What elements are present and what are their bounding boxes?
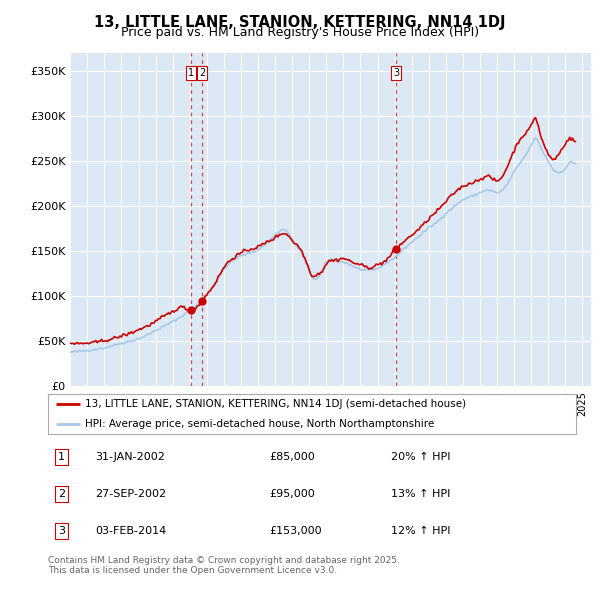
Text: 1: 1 bbox=[188, 68, 194, 78]
Text: 1: 1 bbox=[58, 453, 65, 463]
Text: £95,000: £95,000 bbox=[270, 489, 316, 499]
Text: HPI: Average price, semi-detached house, North Northamptonshire: HPI: Average price, semi-detached house,… bbox=[85, 419, 434, 428]
Text: 2: 2 bbox=[199, 68, 205, 78]
Text: 13, LITTLE LANE, STANION, KETTERING, NN14 1DJ (semi-detached house): 13, LITTLE LANE, STANION, KETTERING, NN1… bbox=[85, 399, 466, 408]
Text: 03-FEB-2014: 03-FEB-2014 bbox=[95, 526, 167, 536]
Text: 3: 3 bbox=[58, 526, 65, 536]
Text: 27-SEP-2002: 27-SEP-2002 bbox=[95, 489, 167, 499]
Text: 3: 3 bbox=[393, 68, 399, 78]
Text: £85,000: £85,000 bbox=[270, 453, 316, 463]
Text: 2: 2 bbox=[58, 489, 65, 499]
Text: Contains HM Land Registry data © Crown copyright and database right 2025.
This d: Contains HM Land Registry data © Crown c… bbox=[48, 556, 400, 575]
Text: 31-JAN-2002: 31-JAN-2002 bbox=[95, 453, 166, 463]
Text: 13% ↑ HPI: 13% ↑ HPI bbox=[391, 489, 451, 499]
Text: Price paid vs. HM Land Registry's House Price Index (HPI): Price paid vs. HM Land Registry's House … bbox=[121, 26, 479, 39]
Text: £153,000: £153,000 bbox=[270, 526, 322, 536]
Text: 20% ↑ HPI: 20% ↑ HPI bbox=[391, 453, 451, 463]
Text: 12% ↑ HPI: 12% ↑ HPI bbox=[391, 526, 451, 536]
Text: 13, LITTLE LANE, STANION, KETTERING, NN14 1DJ: 13, LITTLE LANE, STANION, KETTERING, NN1… bbox=[94, 15, 506, 30]
